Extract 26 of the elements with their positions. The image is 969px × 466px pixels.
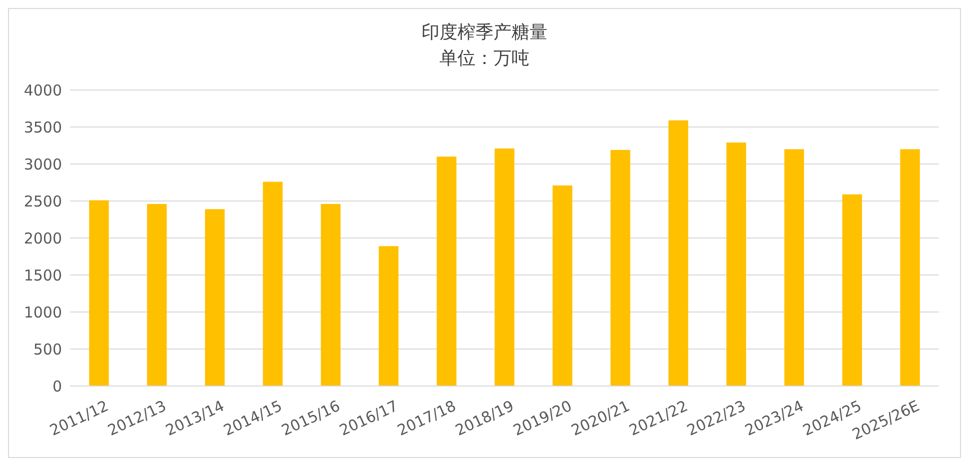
y-tick-label: 0: [52, 377, 62, 396]
y-tick-label: 3500: [24, 118, 62, 136]
y-tick-label: 1000: [24, 303, 62, 322]
bar: [89, 200, 109, 386]
bar: [610, 150, 630, 386]
bar: [320, 204, 341, 386]
chart-title: 印度榨季产糖量: [422, 22, 548, 43]
bar: [436, 156, 456, 386]
chart-subtitle: 单位：万吨: [440, 48, 530, 69]
y-tick-label: 1500: [24, 266, 62, 284]
y-tick-label: 2000: [24, 229, 62, 248]
y-tick-label: 4000: [24, 81, 62, 100]
bar: [147, 204, 167, 386]
bar: [900, 149, 920, 386]
bar: [204, 209, 225, 386]
bar: [842, 194, 862, 386]
bar: [494, 148, 514, 386]
bar: [262, 182, 283, 386]
bar: [378, 246, 398, 386]
y-tick-label: 2500: [24, 192, 62, 210]
bar: [726, 142, 746, 386]
y-tick-label: 500: [33, 340, 62, 358]
bar: [668, 120, 688, 386]
bar: [784, 149, 804, 386]
y-tick-label: 3000: [24, 155, 62, 174]
bar: [552, 185, 572, 386]
